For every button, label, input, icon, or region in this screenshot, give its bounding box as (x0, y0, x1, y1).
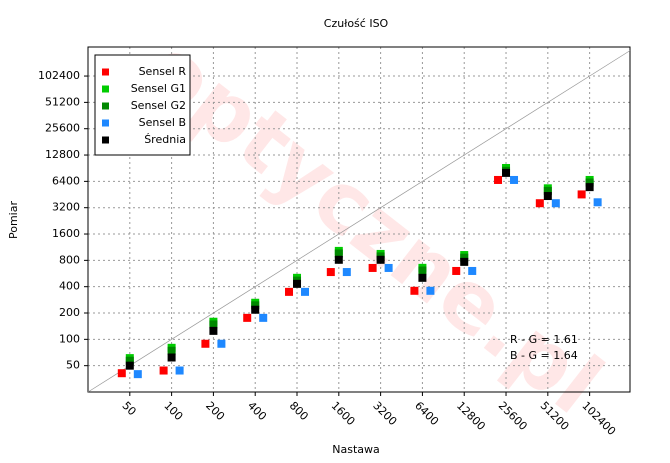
plot-frame (87, 46, 631, 393)
point (251, 305, 260, 314)
point (593, 198, 602, 207)
x-axis-label: Nastawa (332, 443, 380, 456)
point (125, 361, 134, 370)
x-tick-label: 400 (245, 399, 269, 423)
point (384, 263, 393, 272)
legend-label: Sensel B (139, 116, 186, 129)
point (133, 370, 142, 379)
annotation: B - G = 1.64 (510, 349, 578, 362)
point (159, 366, 168, 375)
legend-label: Sensel G2 (131, 99, 186, 112)
point (293, 279, 302, 288)
y-tick-label: 3200 (52, 201, 80, 214)
point (342, 268, 351, 277)
legend-swatch (102, 119, 109, 127)
x-tick-label: 6400 (412, 399, 441, 428)
point (376, 255, 385, 264)
y-tick-label: 102400 (38, 69, 80, 82)
point (543, 192, 552, 201)
y-tick-label: 6400 (52, 174, 80, 187)
point (577, 190, 586, 199)
point (468, 266, 477, 275)
point (285, 287, 294, 296)
point (167, 346, 176, 355)
x-tick-label: 1600 (329, 399, 358, 428)
y-tick-label: 200 (59, 306, 80, 319)
legend-swatch (102, 85, 109, 93)
legend-swatch (102, 102, 109, 110)
point (510, 175, 519, 184)
chart-title: Czułość ISO (324, 17, 389, 30)
y-tick-label: 100 (59, 332, 80, 345)
point (543, 186, 552, 195)
x-tick-label: 50 (120, 399, 139, 418)
y-tick-label: 25600 (45, 122, 80, 135)
point (117, 369, 126, 378)
point (259, 313, 268, 322)
point (535, 199, 544, 208)
point (585, 183, 594, 192)
point (201, 339, 210, 348)
x-tick-label: 200 (203, 399, 227, 423)
watermark: optyczne.pl (127, 18, 620, 433)
point (410, 286, 419, 295)
point (460, 253, 469, 262)
point (175, 366, 184, 375)
y-tick-label: 51200 (45, 95, 80, 108)
point (452, 266, 461, 275)
point (334, 255, 343, 264)
x-tick-label: 800 (287, 399, 311, 423)
point (460, 257, 469, 266)
x-tick-label: 12800 (454, 399, 488, 433)
point (502, 168, 511, 177)
diagonal (87, 50, 631, 393)
x-tick-label: 102400 (579, 399, 618, 438)
point (209, 320, 218, 329)
y-axis-label: Pomiar (7, 201, 20, 239)
legend-label: Średnia (144, 133, 186, 146)
annotation: R - G = 1.61 (510, 333, 578, 346)
point (167, 353, 176, 362)
point (251, 301, 260, 310)
point (426, 286, 435, 295)
y-tick-label: 800 (59, 253, 80, 266)
y-tick-label: 1600 (52, 227, 80, 240)
point (209, 326, 218, 335)
point (217, 339, 226, 348)
y-tick-label: 400 (59, 280, 80, 293)
point (368, 263, 377, 272)
y-tick-label: 12800 (45, 148, 80, 161)
legend-box (94, 54, 191, 156)
point (418, 266, 427, 275)
point (301, 287, 310, 296)
legend-swatch (102, 136, 109, 144)
point (418, 273, 427, 282)
point (551, 199, 560, 208)
point (585, 178, 594, 187)
x-tick-label: 3200 (370, 399, 399, 428)
point (334, 249, 343, 258)
point (125, 356, 134, 365)
legend-swatch (102, 68, 109, 76)
point (326, 268, 335, 277)
legend-label: Sensel G1 (131, 82, 186, 95)
point (494, 175, 503, 184)
point (243, 313, 252, 322)
x-tick-label: 100 (161, 399, 185, 423)
legend-label: Sensel R (139, 65, 187, 78)
y-tick-label: 50 (66, 359, 80, 372)
